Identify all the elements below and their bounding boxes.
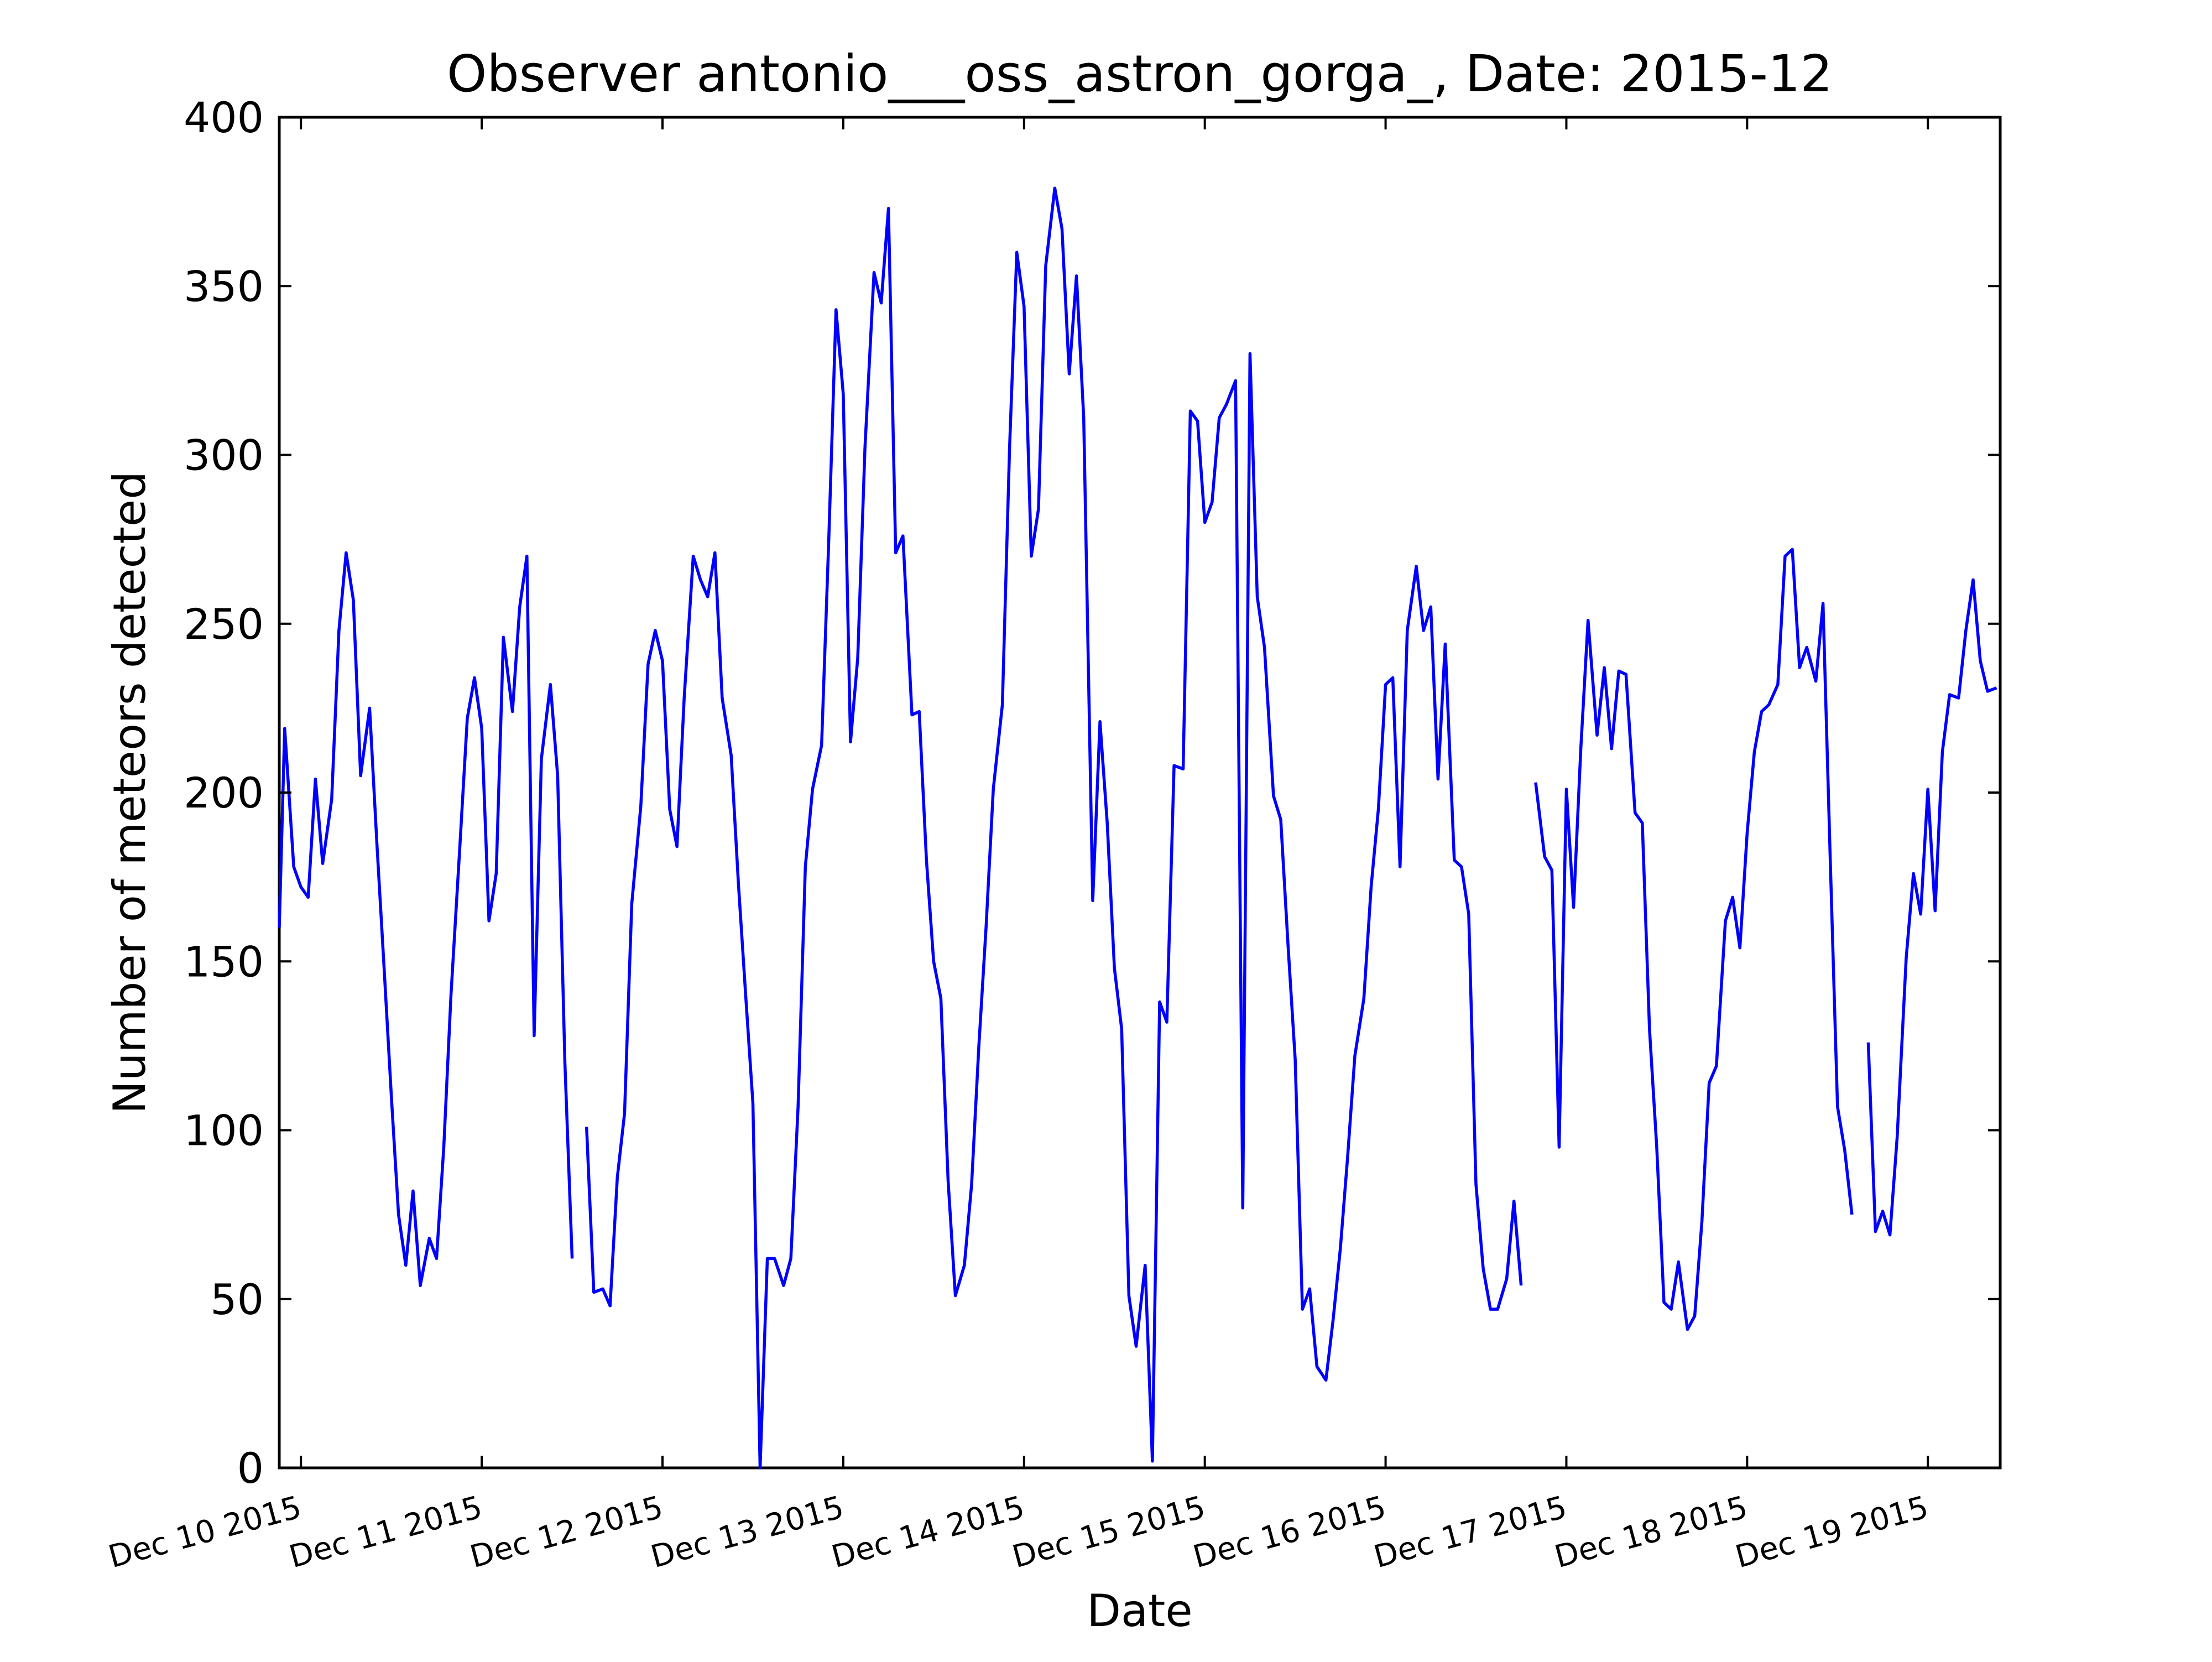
y-tick-label: 100 (184, 1106, 264, 1155)
series-line-segment (278, 551, 574, 1288)
x-axis-label: Date (1087, 1585, 1192, 1637)
y-tick-label: 400 (184, 93, 264, 142)
series-layer (278, 186, 1997, 1470)
series-line-segment (1866, 578, 1997, 1237)
chart-title: Observer antonio___oss_astron_gorga_, Da… (447, 44, 1833, 103)
series-line-segment (585, 186, 1523, 1470)
y-tick-label: 150 (184, 937, 264, 986)
y-tick-label: 300 (184, 431, 264, 480)
y-tick-label: 50 (210, 1275, 264, 1324)
y-tick-label: 0 (237, 1444, 264, 1493)
y-tick-label: 200 (184, 768, 264, 817)
y-tick-label: 250 (184, 600, 264, 649)
y-tick-label: 350 (184, 262, 264, 311)
series-line-segment (1534, 548, 1854, 1331)
y-axis-label: Number of meteors detected (104, 471, 155, 1114)
plot-area (278, 116, 2002, 1470)
